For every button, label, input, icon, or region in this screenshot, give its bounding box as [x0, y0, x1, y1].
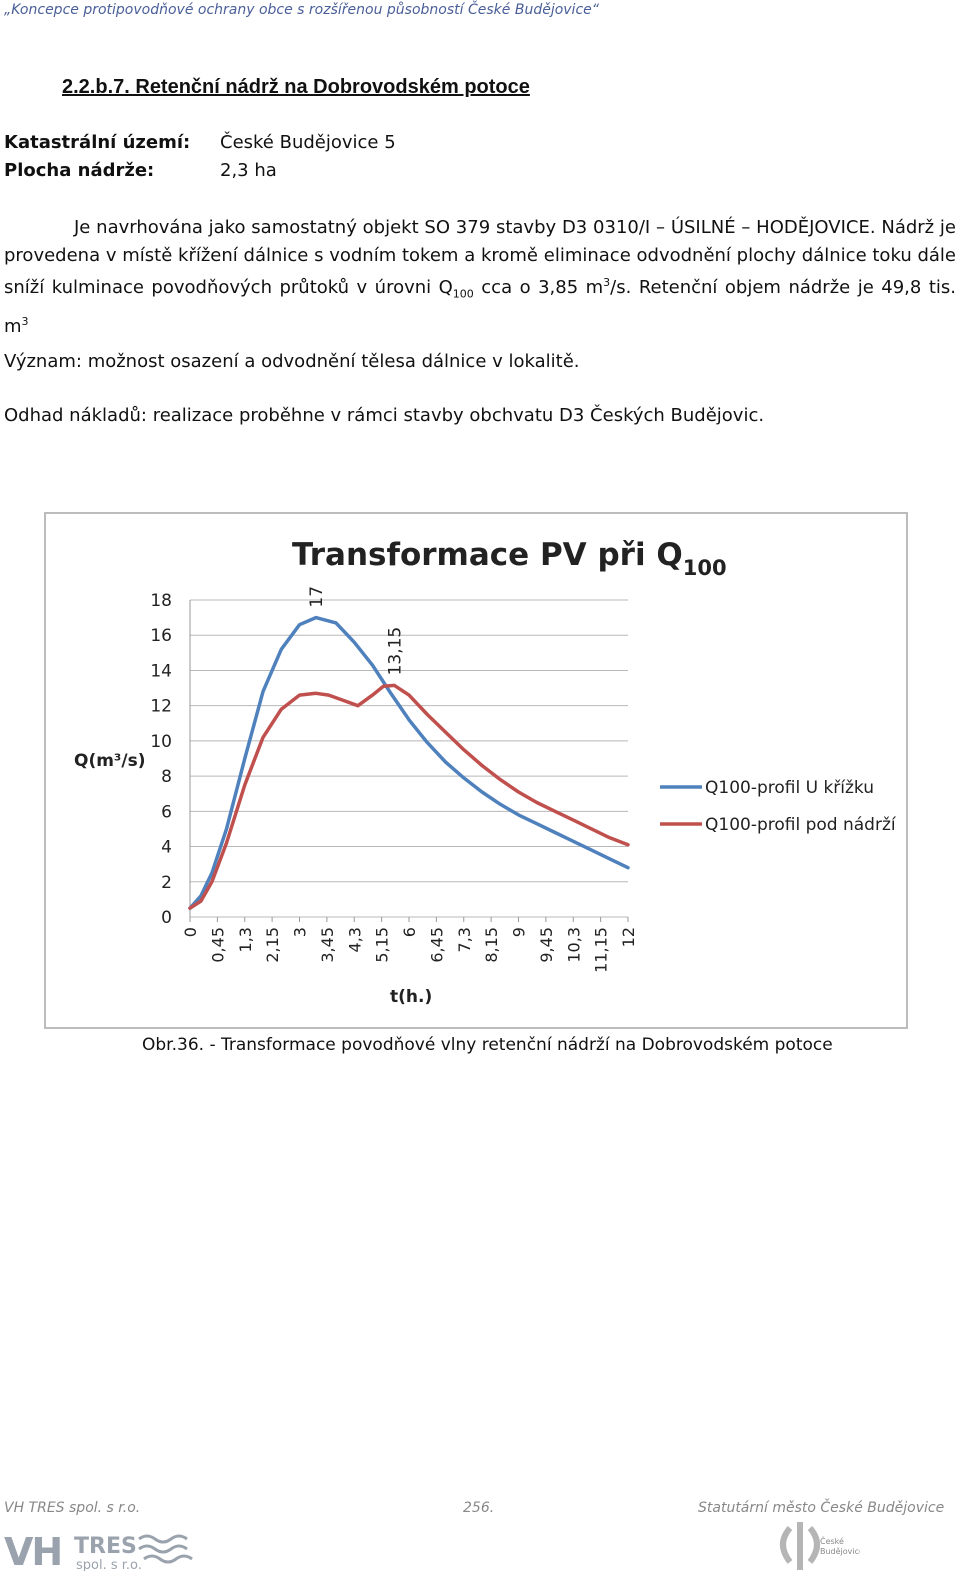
label-reservoir-area: Plocha nádrže: [4, 160, 155, 181]
x-tick-label: 5,15 [373, 927, 392, 963]
x-tick-label: 0 [181, 927, 200, 937]
y-tick-label: 6 [161, 802, 172, 822]
x-tick-label: 4,3 [345, 927, 364, 952]
value-cadastral-area: České Budějovice 5 [220, 132, 396, 153]
x-tick-label: 8,15 [482, 927, 501, 963]
section-heading: 2.2.b.7. Retenční nádrž na Dobrovodském … [62, 76, 530, 98]
legend-label: Q100-profil U křížku [705, 778, 874, 798]
x-tick-label: 11,15 [592, 927, 611, 973]
data-label: 17 [307, 586, 327, 608]
y-tick-label: 4 [161, 838, 172, 858]
x-tick-label: 9,45 [537, 927, 556, 963]
x-tick-label: 9 [510, 927, 529, 937]
legend-label: Q100-profil pod nádrží [705, 815, 897, 835]
svg-text:VH: VH [4, 1530, 61, 1571]
y-tick-label: 10 [150, 732, 172, 752]
svg-text:České: České [820, 1535, 844, 1546]
cost-estimate-text: Odhad nákladů: realizace proběhne v rámc… [4, 405, 765, 426]
value-reservoir-area: 2,3 ha [220, 160, 277, 181]
x-axis-label: t(h.) [390, 987, 432, 1007]
svg-text:Budějovice: Budějovice [820, 1547, 860, 1556]
x-tick-label: 2,15 [263, 927, 282, 963]
y-tick-label: 16 [150, 626, 172, 646]
label-cadastral-area: Katastrální území: [4, 132, 191, 153]
y-tick-label: 12 [150, 697, 172, 717]
y-tick-label: 8 [161, 767, 172, 787]
x-tick-label: 6,45 [427, 927, 446, 963]
x-tick-label: 3,45 [318, 927, 337, 963]
x-tick-label: 7,3 [455, 927, 474, 952]
x-tick-label: 0,45 [208, 927, 227, 963]
footer-client: Statutární město České Budějovice [698, 1500, 945, 1516]
svg-text:spol. s r.o.: spol. s r.o. [76, 1558, 142, 1571]
significance-text: Význam: možnost osazení a odvodnění těle… [4, 351, 580, 372]
chart-title: Transformace PV při Q100 [292, 537, 727, 580]
svg-text:TRES: TRES [74, 1534, 137, 1559]
y-tick-label: 14 [150, 661, 172, 681]
y-tick-label: 0 [161, 908, 172, 928]
x-tick-label: 10,3 [564, 927, 583, 963]
vhtres-logo: VH TRES spol. s r.o. [4, 1527, 204, 1574]
series-line-1 [188, 615, 630, 910]
x-tick-label: 1,3 [236, 927, 255, 952]
data-label: 13,15 [385, 627, 405, 676]
x-tick-label: 3 [291, 927, 310, 937]
chart-frame: Transformace PV při Q100 0 2 4 6 8 10 12 14 16 18… [44, 512, 908, 1029]
x-tick-label: 12 [619, 927, 638, 947]
footer-company: VH TRES spol. s r.o. [4, 1500, 141, 1516]
flood-wave-chart: Transformace PV při Q100 0 2 4 6 8 10 12 14 16 18… [74, 537, 897, 1007]
city-crest-logo: České Budějovice [770, 1518, 864, 1572]
page-number: 256. [463, 1500, 495, 1516]
description-paragraph: Je navrhována jako samostatný objekt SO … [4, 217, 956, 338]
y-tick-label: 2 [161, 873, 172, 893]
y-tick-label: 18 [150, 591, 172, 611]
series-line-2 [188, 683, 630, 910]
y-axis-label: Q(m³/s) [74, 751, 145, 771]
running-header: „Koncepce protipovodňové ochrany obce s … [4, 2, 600, 18]
figure-caption: Obr.36. - Transformace povodňové vlny re… [142, 1035, 833, 1055]
x-tick-label: 6 [400, 927, 419, 937]
